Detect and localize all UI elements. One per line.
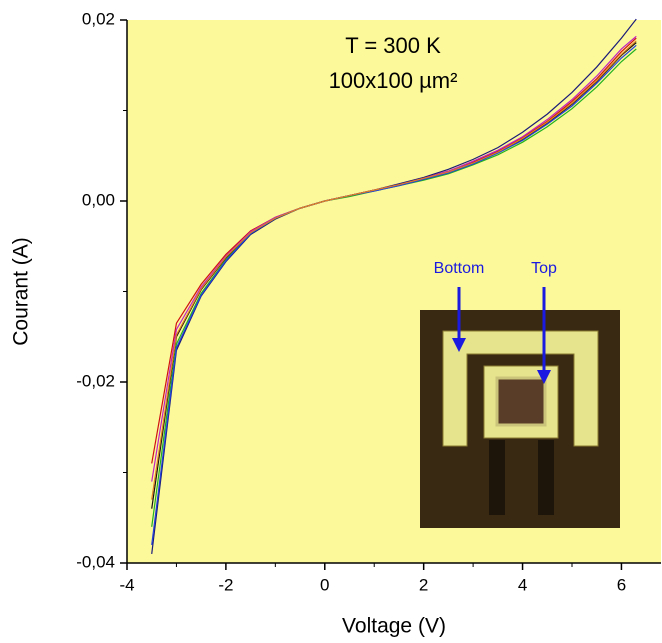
x-tick-label: -2 xyxy=(218,575,233,594)
y-tick-label: -0,04 xyxy=(76,552,115,571)
x-tick-label: 0 xyxy=(320,575,329,594)
x-tick-label: -4 xyxy=(119,575,134,594)
x-tick-label: 4 xyxy=(518,575,527,594)
iv-curve xyxy=(151,44,637,545)
iv-curve xyxy=(151,40,637,500)
y-tick-label: 0,02 xyxy=(82,9,115,28)
trace-r xyxy=(538,440,554,515)
y-axis-title: Courant (A) xyxy=(10,237,33,346)
annotation: T = 300 K xyxy=(345,33,441,58)
x-tick-label: 2 xyxy=(419,575,428,594)
arrowhead xyxy=(537,370,551,384)
trace-l xyxy=(489,440,505,515)
y-tick-label: 0,00 xyxy=(82,190,115,209)
annotation: 100x100 µm² xyxy=(329,68,458,93)
arrowhead xyxy=(452,338,466,352)
y-tick-label: -0,02 xyxy=(76,371,115,390)
x-axis-title: Voltage (V) xyxy=(342,615,446,638)
iv-curve xyxy=(151,18,637,555)
inset-label: Bottom xyxy=(434,260,485,277)
mesa xyxy=(495,376,547,427)
x-tick-label: 6 xyxy=(617,575,626,594)
inset-label: Top xyxy=(531,260,557,277)
inset-photo xyxy=(420,287,620,528)
